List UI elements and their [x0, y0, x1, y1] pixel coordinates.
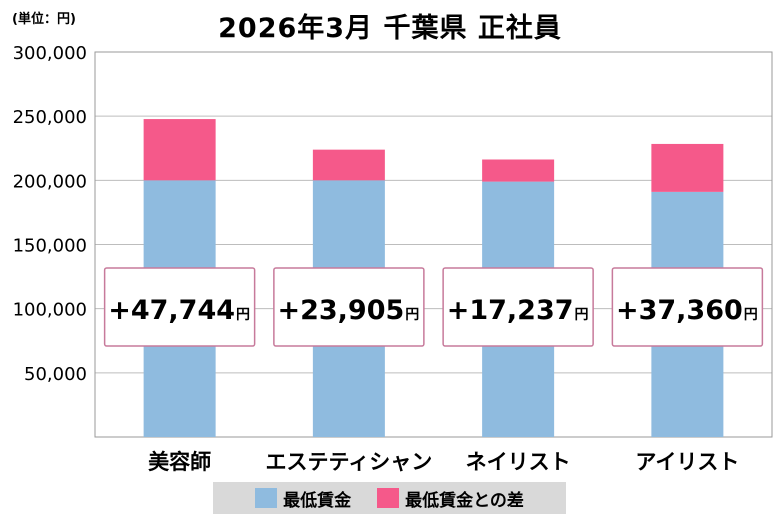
legend: 最低賃金 最低賃金との差: [213, 482, 566, 514]
y-tick-label: 150,000: [13, 236, 87, 257]
diff-unit-label: 円: [744, 307, 758, 323]
y-tick-label: 250,000: [13, 107, 87, 128]
y-tick-label: 300,000: [13, 43, 87, 64]
diff-value-label: +37,360: [616, 295, 743, 326]
diff-callout-box: [611, 267, 764, 347]
x-category-label: 美容師: [148, 450, 211, 474]
x-category-label: エステティシャン: [266, 450, 433, 474]
diff-callout-box: [273, 267, 425, 347]
diff-value-label: +47,744: [108, 295, 235, 326]
diff-unit-label: 円: [236, 307, 250, 323]
chart-title: 2026年3月 千葉県 正社員: [218, 13, 562, 44]
bar-difference: [143, 119, 216, 181]
diff-callout-box: [442, 267, 594, 347]
legend-swatch-difference: [377, 488, 400, 508]
legend-item-difference: 最低賃金との差: [377, 486, 524, 511]
y-tick-label: 200,000: [13, 171, 87, 192]
y-tick-label: 100,000: [13, 300, 87, 321]
legend-item-min-wage: 最低賃金: [255, 486, 351, 511]
bar-difference: [482, 159, 555, 182]
diff-value-label: +17,237: [447, 295, 574, 326]
diff-unit-label: 円: [575, 307, 589, 323]
plot-frame: [94, 51, 773, 438]
x-category-label: アイリスト: [635, 450, 739, 474]
bar-difference: [651, 143, 724, 192]
diff-value-label: +23,905: [277, 295, 404, 326]
unit-label: (単位：円): [12, 12, 76, 27]
y-tick-label: 50,000: [24, 364, 87, 385]
diff-unit-label: 円: [405, 307, 419, 323]
diff-callout-box: [103, 267, 256, 347]
legend-swatch-min-wage: [255, 488, 278, 508]
legend-label-min-wage: 最低賃金: [283, 490, 352, 511]
x-category-label: ネイリスト: [466, 450, 571, 474]
bar-difference: [312, 149, 385, 181]
legend-label-difference: 最低賃金との差: [405, 490, 524, 511]
